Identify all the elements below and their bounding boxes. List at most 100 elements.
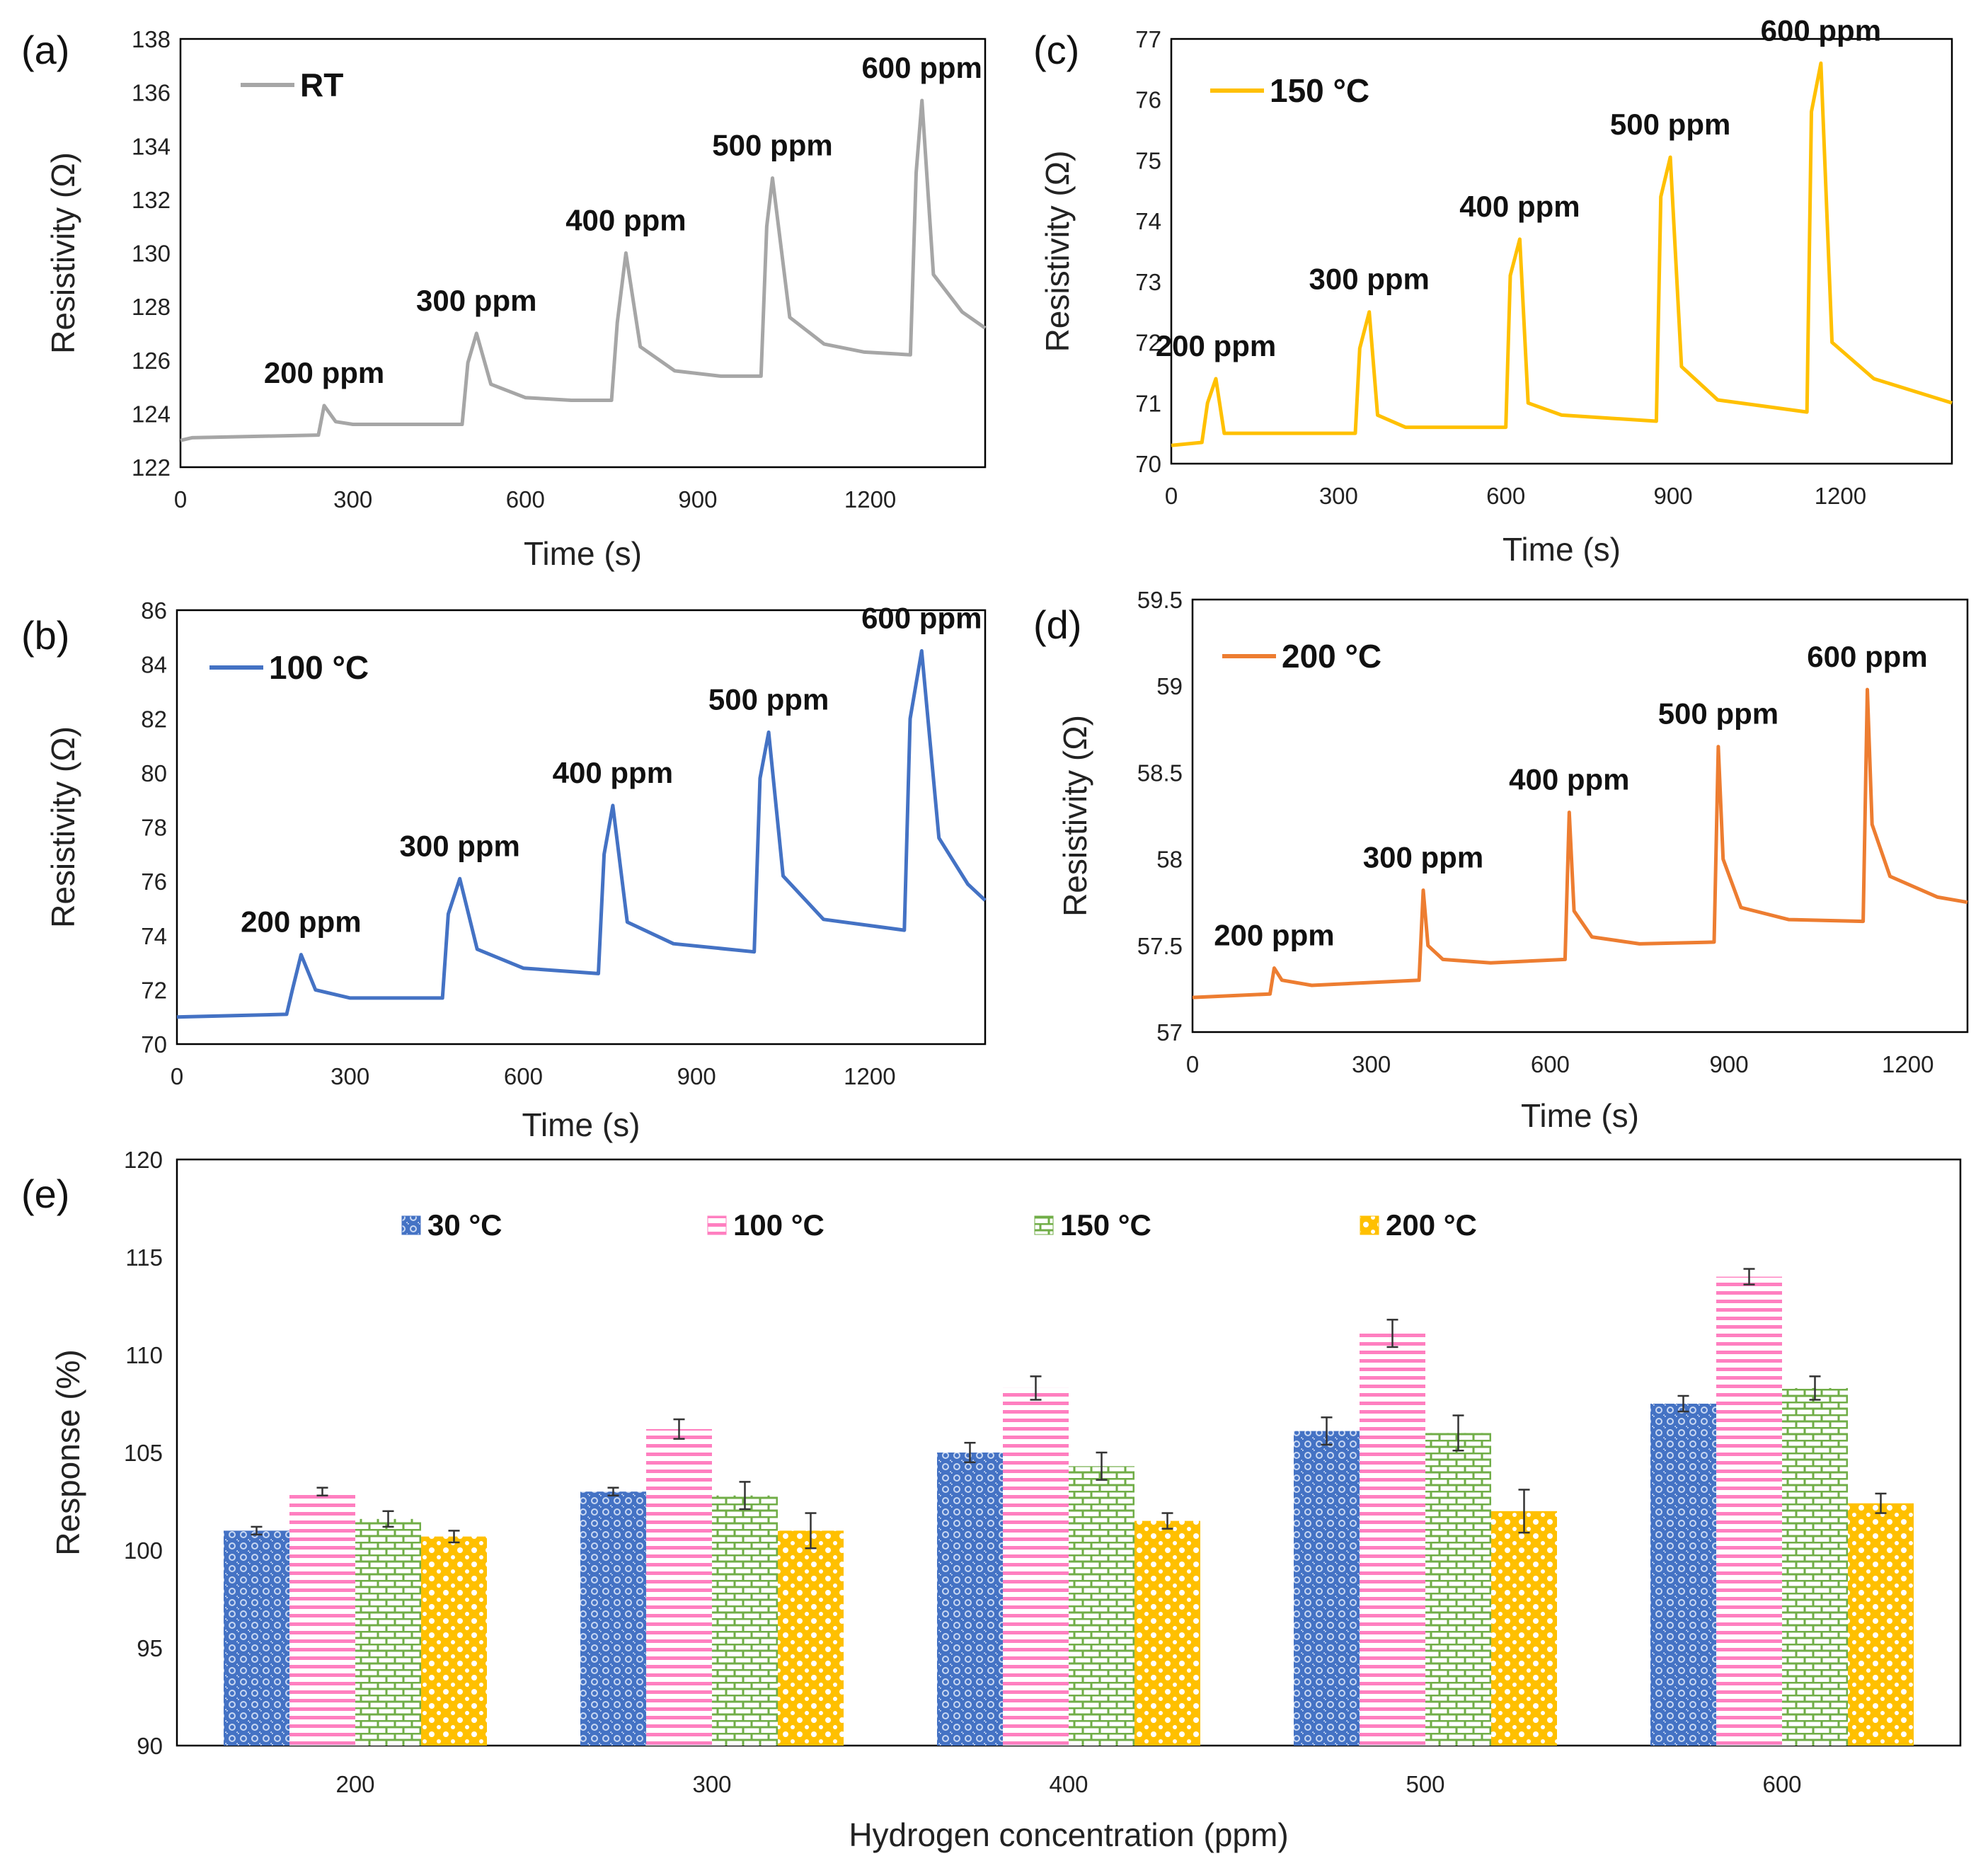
y-tick-label: 120 — [124, 1147, 163, 1173]
x-tick-label: 300 — [331, 1063, 369, 1089]
x-tick-label: 300 — [1352, 1051, 1391, 1077]
y-axis-title: Resistivity (Ω) — [1039, 151, 1076, 353]
legend-label: 150 °C — [1060, 1208, 1151, 1242]
bar — [1491, 1511, 1557, 1746]
panel-label: (d) — [1033, 602, 1081, 647]
x-tick-label: 0 — [174, 486, 187, 512]
y-tick-label: 124 — [132, 401, 171, 427]
bar — [646, 1428, 712, 1746]
x-tick-label: 1200 — [844, 486, 896, 512]
y-tick-label: 136 — [132, 80, 171, 106]
bar — [1425, 1433, 1491, 1746]
y-tick-label: 95 — [137, 1635, 163, 1661]
bar — [355, 1518, 421, 1746]
x-tick-label: 0 — [171, 1063, 183, 1089]
y-tick-label: 74 — [141, 923, 167, 949]
x-tick-label: 600 — [1486, 483, 1525, 509]
bar — [1003, 1387, 1069, 1746]
peak-annotation: 600 ppm — [861, 601, 982, 634]
x-axis-title: Hydrogen concentration (ppm) — [849, 1816, 1288, 1853]
bar — [289, 1491, 355, 1746]
x-axis-title: Time (s) — [522, 1106, 640, 1143]
y-tick-label: 78 — [141, 815, 167, 841]
y-tick-label: 57.5 — [1137, 933, 1183, 959]
y-tick-label: 82 — [141, 706, 167, 732]
y-tick-label: 70 — [141, 1031, 167, 1058]
peak-annotation: 400 ppm — [1509, 763, 1629, 796]
x-tick-label: 1200 — [844, 1063, 895, 1089]
y-tick-label: 122 — [132, 454, 171, 481]
peak-annotation: 400 ppm — [553, 756, 673, 789]
panel-b: 70 72 74 76 78 80 82 84 86 0 300 600 900 1200 Time (s)… — [21, 597, 987, 1143]
legend-label: 200 °C — [1282, 638, 1381, 675]
x-tick-label: 500 — [1406, 1771, 1444, 1797]
bar — [1782, 1387, 1848, 1746]
panel-a: 122 124 126 128 130 132 134 136 138 0 300 600 900 120… — [21, 26, 987, 572]
y-axis-title: Resistivity (Ω) — [45, 726, 81, 928]
peak-annotation: 200 ppm — [264, 356, 384, 389]
x-axis-title: Time (s) — [1503, 531, 1621, 568]
legend-label: 30 °C — [427, 1208, 502, 1242]
x-tick-label: 200 — [335, 1771, 374, 1797]
bar — [1650, 1404, 1716, 1746]
x-tick-label: 900 — [1710, 1051, 1749, 1077]
legend-label: 150 °C — [1270, 72, 1369, 109]
peak-annotation: 500 ppm — [712, 129, 832, 162]
y-tick-label: 76 — [141, 869, 167, 895]
series-line — [1171, 61, 1953, 447]
y-tick-label: 130 — [132, 241, 171, 267]
y-tick-label: 100 — [124, 1537, 163, 1564]
peak-annotation: 500 ppm — [1658, 697, 1779, 731]
peak-annotation: 300 ppm — [399, 829, 519, 862]
x-tick-label: 600 — [506, 486, 545, 512]
peak-annotation: 300 ppm — [1309, 263, 1429, 296]
x-tick-label: 900 — [1654, 483, 1693, 509]
bar — [1716, 1276, 1782, 1746]
y-tick-label: 105 — [124, 1440, 163, 1466]
plot-frame — [1191, 598, 1969, 1033]
panel-label: (e) — [21, 1172, 69, 1216]
bar — [1134, 1520, 1200, 1746]
legend-label: 100 °C — [269, 649, 369, 686]
peak-annotation: 600 ppm — [1807, 640, 1927, 673]
panel-d: 57 57.5 58 58.5 59 59.5 0 300 600 900 1200 Time (s)… — [1033, 587, 1969, 1134]
bar — [421, 1536, 487, 1746]
peak-annotation: 300 ppm — [1363, 841, 1483, 874]
plot-frame — [176, 609, 987, 1046]
panel-label: (a) — [21, 28, 69, 72]
legend-label: RT — [300, 67, 343, 103]
y-tick-label: 58 — [1156, 847, 1183, 873]
y-tick-label: 90 — [137, 1733, 163, 1759]
peak-annotation: 200 ppm — [1214, 919, 1334, 952]
y-tick-label: 70 — [1135, 451, 1161, 477]
panel-label: (b) — [21, 613, 69, 658]
y-tick-label: 59.5 — [1137, 587, 1183, 613]
x-tick-label: 900 — [678, 486, 717, 512]
y-tick-label: 110 — [125, 1342, 163, 1368]
bar — [1848, 1503, 1914, 1746]
y-tick-label: 115 — [125, 1244, 163, 1271]
series-line — [1192, 687, 1968, 999]
plot-frame — [1170, 38, 1953, 465]
legend-swatch — [401, 1215, 421, 1235]
legend-label: 100 °C — [733, 1208, 824, 1242]
y-axis-title: Resistivity (Ω) — [45, 152, 81, 354]
plot-frame — [179, 38, 987, 469]
panel-e: 90 95 100 105 110 115 120 200 300 400 500 600 Hydrog… — [21, 1147, 1962, 1853]
series-line — [176, 649, 987, 1019]
x-tick-label: 600 — [504, 1063, 543, 1089]
bar — [778, 1530, 844, 1746]
y-tick-label: 72 — [1135, 330, 1161, 356]
y-tick-label: 134 — [132, 133, 171, 159]
bar — [224, 1530, 289, 1746]
x-axis-title: Time (s) — [1521, 1097, 1639, 1134]
x-tick-label: 300 — [692, 1771, 731, 1797]
y-tick-label: 77 — [1135, 26, 1161, 52]
x-tick-label: 600 — [1531, 1051, 1570, 1077]
peak-annotation: 400 ppm — [565, 204, 686, 237]
peak-annotation: 300 ppm — [416, 284, 536, 317]
x-axis-title: Time (s) — [524, 535, 642, 572]
legend-swatch — [1360, 1215, 1379, 1235]
y-tick-label: 58.5 — [1137, 760, 1183, 786]
